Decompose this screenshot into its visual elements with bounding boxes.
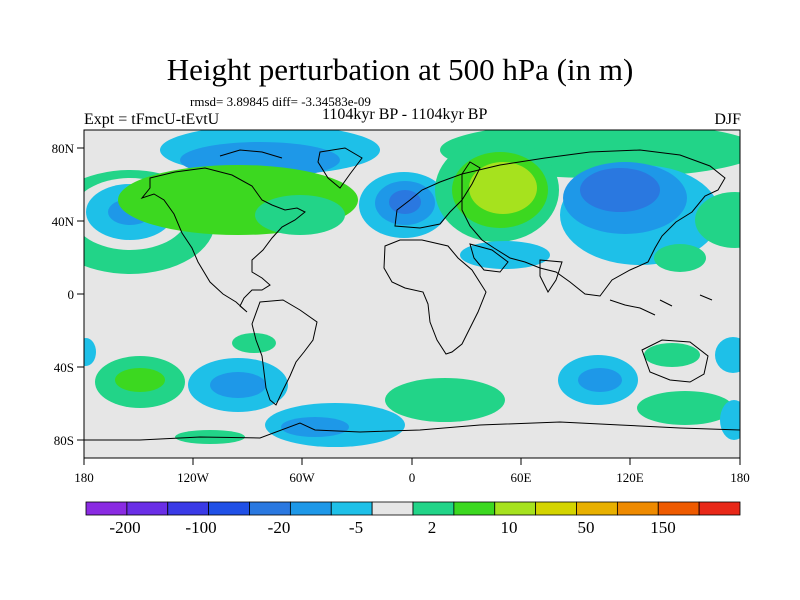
colorbar-swatch: [208, 501, 250, 516]
colorbar-swatch: [698, 501, 741, 516]
anomaly-region: [469, 162, 537, 214]
colorbar-label: 10: [501, 518, 518, 537]
lon-label: 120E: [616, 470, 644, 485]
coastline-islands: [609, 294, 713, 316]
coastline-south-america: [251, 299, 318, 406]
anomaly-region: [115, 368, 165, 392]
experiment-label: Expt = tFmcU-tEvtU: [84, 111, 220, 128]
plot-title: Height perturbation at 500 hPa (in m): [166, 52, 634, 87]
lon-label: 60E: [511, 470, 532, 485]
colorbar-swatch: [535, 501, 577, 516]
colorbar-label: -20: [268, 518, 291, 537]
coastline-india: [539, 259, 563, 293]
anomaly-region: [255, 195, 345, 235]
colorbar-swatch: [126, 501, 169, 516]
colorbar-labels: -200 -100 -20 -5 2 10 50 150: [109, 518, 675, 537]
lat-label: 80S: [54, 433, 74, 448]
lon-ticks: [83, 458, 741, 465]
lon-label: 120W: [177, 470, 210, 485]
lat-label: 40S: [54, 360, 74, 375]
lon-label: 180: [74, 470, 94, 485]
lon-label: 0: [409, 470, 416, 485]
anomaly-region: [281, 417, 349, 437]
colorbar-swatch: [371, 501, 414, 516]
colorbar-swatch: [453, 501, 496, 516]
colorbar-label: -5: [349, 518, 363, 537]
anomaly-region: [84, 338, 96, 366]
anomaly-region: [695, 192, 740, 248]
coastline-north-america: [140, 167, 306, 313]
season-label: DJF: [714, 111, 741, 128]
colorbar-swatch: [616, 501, 659, 516]
lon-label: 60W: [289, 470, 315, 485]
lon-label: 180: [730, 470, 750, 485]
colorbar-label: -200: [109, 518, 140, 537]
lat-label: 40N: [52, 214, 75, 229]
anomaly-region: [644, 343, 700, 367]
anomaly-region: [637, 391, 733, 425]
colorbar-label: -100: [185, 518, 216, 537]
colorbar-swatch: [330, 501, 373, 516]
colorbar-swatch: [249, 501, 291, 516]
coastlines: [84, 147, 740, 441]
colorbar-swatch: [167, 501, 210, 516]
anomaly-region: [580, 168, 660, 212]
colorbar-swatch: [576, 501, 618, 516]
lon-labels: 180 120W 60W 0 60E 120E 180: [74, 470, 750, 485]
coastline-greenland-west: [219, 149, 283, 159]
colorbar-swatch: [494, 501, 537, 516]
coastline-antarctica: [84, 421, 740, 441]
anomaly-region: [715, 337, 740, 373]
anomaly-region: [210, 372, 266, 398]
colorbar-label: 2: [428, 518, 437, 537]
anomaly-region: [232, 333, 276, 353]
colorbar-label: 50: [578, 518, 595, 537]
lat-labels: 80N 40N 0 40S 80S: [52, 141, 75, 448]
colorbar-swatch: [85, 501, 128, 516]
colorbar: [85, 501, 741, 516]
period-label: 1104kyr BP - 1104kyr BP: [322, 106, 488, 123]
colorbar-label: 150: [650, 518, 676, 537]
coastline-australia: [641, 339, 709, 383]
coastline-greenland: [317, 147, 363, 189]
anomaly-region: [389, 190, 421, 214]
coastline-asia: [461, 149, 726, 297]
anomaly-region: [720, 400, 740, 440]
colorbar-swatch: [289, 501, 332, 516]
coastline-africa: [383, 239, 487, 355]
lat-label: 0: [68, 287, 75, 302]
lat-label: 80N: [52, 141, 75, 156]
anomaly-region: [654, 244, 706, 272]
colorbar-swatch: [412, 501, 455, 516]
colorbar-swatch: [657, 501, 700, 516]
coastline-arabia: [469, 243, 509, 273]
lat-ticks: [77, 147, 84, 441]
anomaly-region: [578, 368, 622, 392]
rmsd-stats: rmsd= 3.89845 diff= -3.34583e-09: [190, 94, 371, 109]
coastline-europe: [394, 161, 481, 229]
anomaly-region: [385, 378, 505, 422]
